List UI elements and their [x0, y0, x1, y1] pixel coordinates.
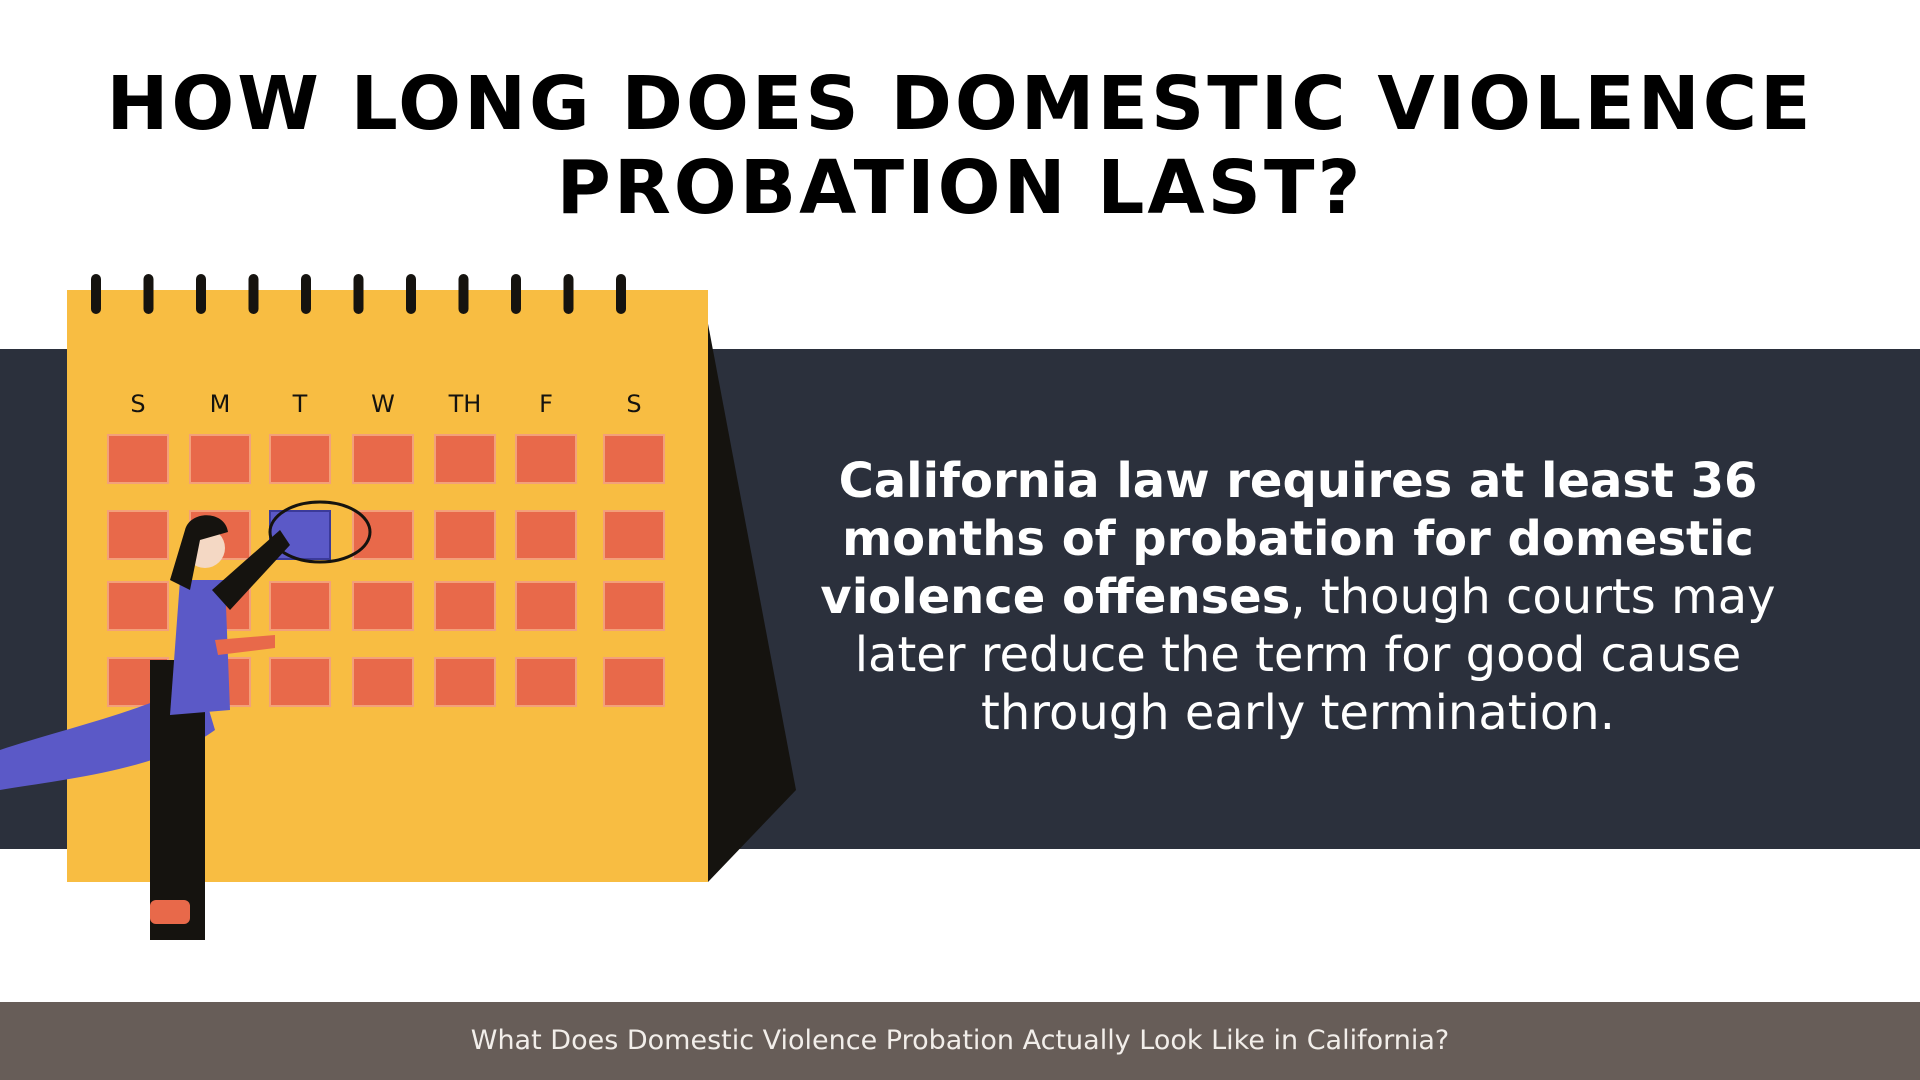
title-line: PROBATION LAST?: [556, 145, 1364, 231]
day-cell: [515, 434, 577, 484]
day-cell: [269, 434, 331, 484]
day-cell: [603, 510, 665, 560]
ring: [563, 274, 574, 314]
day-cell: [352, 581, 414, 631]
day-cell: [352, 434, 414, 484]
day-cell: [107, 510, 169, 560]
day-cell: [189, 434, 251, 484]
day-label: M: [210, 390, 231, 418]
circle-mark: [268, 500, 372, 564]
body-regular: , though courts may later reduce the ter…: [854, 569, 1776, 741]
person: [0, 515, 290, 940]
ring: [248, 274, 259, 314]
day-label: T: [292, 390, 308, 418]
ring: [143, 274, 154, 314]
day-cell: [269, 581, 331, 631]
title: HOW LONG DOES DOMESTIC VIOLENCE PROBATIO…: [0, 62, 1920, 230]
title-line: HOW LONG DOES DOMESTIC VIOLENCE: [106, 61, 1814, 147]
day-cell: [515, 581, 577, 631]
day-label: F: [539, 390, 553, 418]
rings: [91, 274, 626, 314]
footer-text: What Does Domestic Violence Probation Ac…: [470, 1025, 1450, 1056]
day-cell: [434, 510, 496, 560]
day-cell: [434, 434, 496, 484]
day-cell: [269, 657, 331, 707]
ring: [458, 274, 469, 314]
ring: [301, 274, 311, 314]
ring: [91, 274, 101, 314]
day-cell: [515, 657, 577, 707]
calendar-stand: [702, 292, 796, 882]
day-cell: [603, 434, 665, 484]
day-cell: [107, 581, 169, 631]
body-bold: California law requires at least 36 mont…: [820, 453, 1758, 625]
day-cell: [352, 657, 414, 707]
ring: [616, 274, 626, 314]
day-label: TH: [448, 390, 482, 418]
day-cell: [603, 657, 665, 707]
day-cell: [515, 510, 577, 560]
day-label: S: [626, 390, 641, 418]
day-cell: [434, 657, 496, 707]
day-label: S: [130, 390, 145, 418]
ring: [406, 274, 416, 314]
day-cell: [434, 581, 496, 631]
body-text: California law requires at least 36 mont…: [768, 452, 1828, 742]
day-cell: [352, 510, 414, 560]
footer: What Does Domestic Violence Probation Ac…: [0, 1002, 1920, 1080]
day-cell: [603, 581, 665, 631]
day-cell: [107, 434, 169, 484]
calendar-illustration: S M T W TH F S: [0, 274, 796, 940]
ring: [196, 274, 206, 314]
day-label: W: [371, 390, 395, 418]
ring: [353, 274, 364, 314]
ring: [511, 274, 521, 314]
